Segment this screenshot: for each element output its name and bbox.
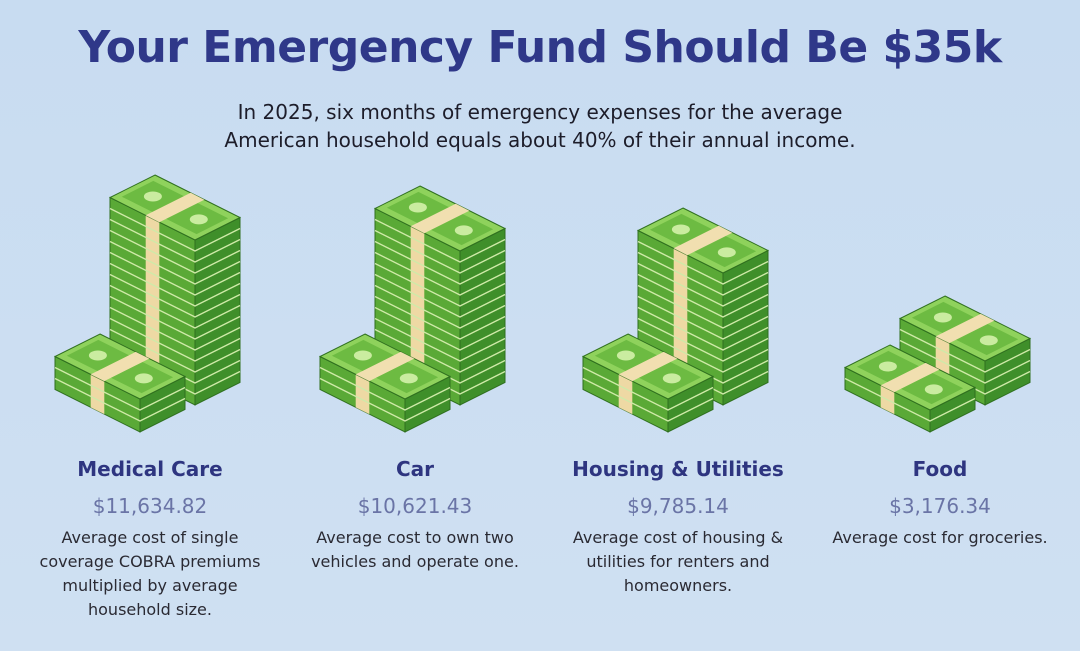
item-label: Housing & Utilities [572,457,784,481]
bill-edge [109,317,241,362]
bill-edge [374,240,506,285]
bill-edge [374,306,506,351]
bill-edge [637,240,769,285]
band [90,374,105,415]
stack-side [194,216,241,406]
subtitle-line: American household equals about 40% of t… [224,128,856,152]
item-amount: $11,634.82 [92,494,208,518]
bill-seal [979,335,998,346]
band [673,225,733,256]
bill-edge [109,251,241,296]
bill-edge [374,295,506,340]
bill-edge [374,284,506,329]
bill-edge [109,284,241,329]
bill-edge [582,377,714,422]
bill-seal [454,225,473,236]
band [145,192,205,223]
bill-edge [109,306,241,351]
bill-edge [637,273,769,318]
item-amount: $9,785.14 [627,494,729,518]
bill-seal [662,373,681,384]
bill-seal [88,350,107,361]
bill-seal [933,312,952,323]
bill-seal [924,384,943,395]
title: Your Emergency Fund Should Be $35k [78,22,1002,73]
bill-edge [374,251,506,296]
bill-edge [374,262,506,307]
bill-edge [109,328,241,373]
bill-seal [717,247,736,258]
item: Medical Care $11,634.82 Average cost of si… [25,452,275,622]
bill-edge [374,273,506,318]
bill-edge [319,366,451,411]
band [90,351,150,382]
bill-edge [637,251,769,296]
item-desc: Average cost of single coverage COBRA pr… [39,528,261,619]
bill-edge [899,339,1031,384]
bill-edge [637,317,769,362]
bill-edge [109,295,241,340]
bill-edge [637,262,769,307]
bill-seal [671,224,690,235]
bill-edge [374,328,506,373]
bill-edge [374,317,506,362]
bill-seal [616,350,635,361]
bill-edge [637,284,769,329]
bill-edge [637,306,769,351]
item: Food $3,176.34 Average cost for groceries. [815,452,1065,550]
bill-edge [319,377,451,422]
item-desc: Average cost for groceries. [832,528,1048,547]
band [355,351,415,382]
item-label: Medical Care [77,457,223,481]
band [355,374,370,415]
item: Car $10,621.43 Average cost to own two veh… [290,452,540,574]
bill-edge [637,328,769,373]
item: Housing & Utilities $9,785.14 Average cost… [553,452,803,598]
bill-edge [109,218,241,263]
band [618,374,633,415]
bill-seal [399,373,418,384]
bill-seal [189,214,208,225]
bill-seal [353,350,372,361]
item-label: Car [395,457,435,481]
band [880,362,940,393]
bill-edge [109,207,241,252]
bill-edge [54,377,186,422]
bill-seal [143,191,162,202]
subtitle-line: In 2025, six months of emergency expense… [237,100,843,124]
bill-seal [408,202,427,213]
bill-edge [54,366,186,411]
bill-seal [134,373,153,384]
item-amount: $10,621.43 [357,494,473,518]
bill-seal [878,361,897,372]
band [935,313,995,344]
item-amount: $3,176.34 [889,494,991,518]
bill-edge [109,229,241,274]
bill-edge [109,273,241,318]
band [618,351,678,382]
bill-edge [109,262,241,307]
bill-edge [374,229,506,274]
bill-edge [582,366,714,411]
item-label: Food [912,457,968,481]
bill-edge [899,328,1031,373]
item-desc: Average cost to own two vehicles and ope… [311,528,519,571]
item-desc: Average cost of housing & utilities for … [572,528,784,595]
band [410,203,470,234]
subtitle: In 2025, six months of emergency expense… [0,98,1080,154]
bill-edge [109,240,241,285]
bill-edge [844,377,976,422]
band [145,215,160,388]
bill-edge [637,295,769,340]
bill-edge [374,218,506,263]
